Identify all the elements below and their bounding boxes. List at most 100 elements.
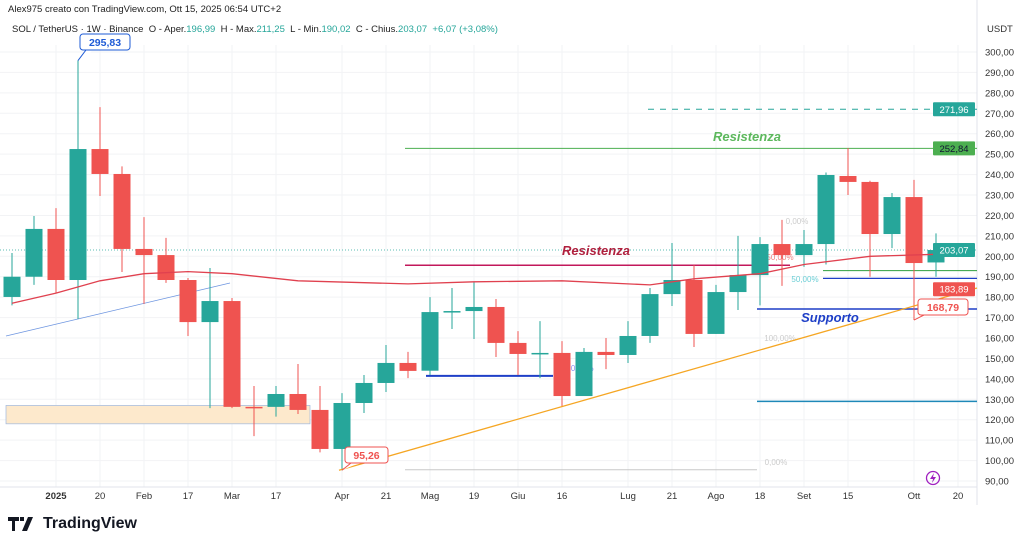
x-tick-label: 17 (183, 491, 194, 502)
x-tick-label: 17 (271, 491, 282, 502)
y-tick-label: 180,00 (985, 293, 1014, 304)
fib-label: 50,00% (766, 253, 793, 262)
open-value: 196,99 (186, 24, 216, 35)
candle-body (333, 402, 351, 449)
x-tick-label: Apr (335, 491, 350, 502)
price-label-box (933, 141, 975, 156)
close-value: 203,07 (398, 24, 428, 35)
candle-body (69, 149, 87, 280)
candle-body (3, 276, 21, 297)
open-label: O - Aper. (148, 24, 187, 35)
candle-body (355, 382, 373, 403)
candle-body (905, 197, 923, 264)
tradingview-logo-icon (8, 517, 33, 531)
lightning-icon (925, 470, 941, 486)
candle-body (465, 306, 483, 312)
candle-body (883, 197, 901, 235)
candle-body (751, 244, 769, 276)
candle-body (531, 352, 549, 355)
fib-label: 0,00% (765, 458, 788, 467)
candle-body (487, 306, 505, 343)
y-tick-label: 200,00 (985, 252, 1014, 263)
symbol-name[interactable]: SOL / TetherUS · 1W · Binance (12, 24, 144, 35)
x-tick-label: Mag (421, 491, 439, 502)
y-tick-label: 280,00 (985, 88, 1014, 99)
x-tick-label: 20 (953, 491, 964, 502)
y-tick-label: 290,00 (985, 68, 1014, 79)
candle-body (773, 244, 791, 256)
x-tick-label: 15 (843, 491, 854, 502)
y-tick-label: 270,00 (985, 109, 1014, 120)
demand-zone (5, 405, 311, 425)
candle-body (47, 228, 65, 280)
low-label: L - Min. (290, 24, 322, 35)
x-tick-label: Ago (708, 491, 725, 502)
callout-box (79, 33, 131, 51)
tradingview-logo[interactable]: TradingView (8, 515, 137, 533)
x-tick-label: 20 (95, 491, 106, 502)
candle-body (443, 311, 461, 313)
candle-body (509, 342, 527, 354)
high-value: 211,25 (256, 24, 285, 35)
price-label-text: 271,96 (939, 105, 968, 116)
price-label-box (933, 102, 975, 117)
ascending-trendline (338, 287, 978, 471)
candle-body (157, 255, 175, 280)
price-label-text: 252,84 (939, 144, 968, 155)
y-tick-label: 110,00 (985, 436, 1013, 447)
symbol-legend: SOL / TetherUS · 1W · Binance O - Aper.1… (12, 24, 498, 35)
y-tick-label: 160,00 (985, 334, 1014, 345)
candle-body (245, 406, 263, 409)
lightning-bolt-icon (930, 473, 936, 483)
candle-body (861, 181, 879, 235)
chart-credit: Alex975 creato con TradingView.com, Ott … (8, 4, 282, 15)
y-tick-label: 250,00 (985, 150, 1014, 161)
y-tick-label: 230,00 (985, 191, 1014, 202)
candle-body (839, 176, 857, 182)
candle-body (421, 312, 439, 371)
callout-label: 295,83 (89, 37, 121, 49)
y-tick-label: 150,00 (985, 354, 1014, 365)
x-tick-label: Lug (620, 491, 636, 502)
price-label-text: 183,89 (939, 285, 968, 296)
candle-body (729, 275, 747, 293)
y-tick-label: 170,00 (985, 313, 1014, 324)
candle-body (817, 174, 835, 245)
close-label: C - Chius. (355, 24, 399, 35)
x-tick-label: 21 (381, 491, 392, 502)
x-tick-label: 21 (667, 491, 678, 502)
candle-body (135, 248, 153, 256)
y-tick-label: 140,00 (985, 374, 1014, 385)
change-value: +6,07 (+3,08%) (432, 24, 498, 35)
candle-body (641, 294, 659, 336)
candle-body (619, 335, 637, 355)
candle-body (663, 279, 681, 295)
candle-body (289, 393, 307, 410)
candle-body (795, 244, 813, 256)
support-label: Supporto (801, 310, 859, 325)
candle-body (399, 362, 417, 371)
y-tick-label: 300,00 (985, 48, 1014, 59)
resistance-upper-label: Resistenza (713, 129, 781, 144)
price-label-text: 203,07 (939, 246, 968, 257)
candle-body (575, 351, 593, 397)
candle-body (91, 149, 109, 174)
candle-body (223, 301, 241, 407)
callout-box (917, 298, 969, 316)
low-value: 190,02 (321, 24, 351, 35)
x-tick-label: Set (797, 491, 812, 502)
currency-label: USDT (987, 24, 1013, 35)
y-tick-label: 120,00 (985, 415, 1014, 426)
candle-body (311, 409, 329, 449)
resistance-lower-label: Resistenza (562, 243, 630, 258)
logo-text: TradingView (43, 515, 137, 532)
candle-body (685, 279, 703, 334)
x-tick-label: 2025 (45, 491, 67, 502)
candle-body (267, 393, 285, 407)
y-tick-label: 130,00 (985, 395, 1014, 406)
high-label: H - Max. (220, 24, 257, 35)
y-tick-label: 240,00 (985, 170, 1014, 181)
price-label-box (933, 243, 975, 258)
candle-body (707, 292, 725, 334)
